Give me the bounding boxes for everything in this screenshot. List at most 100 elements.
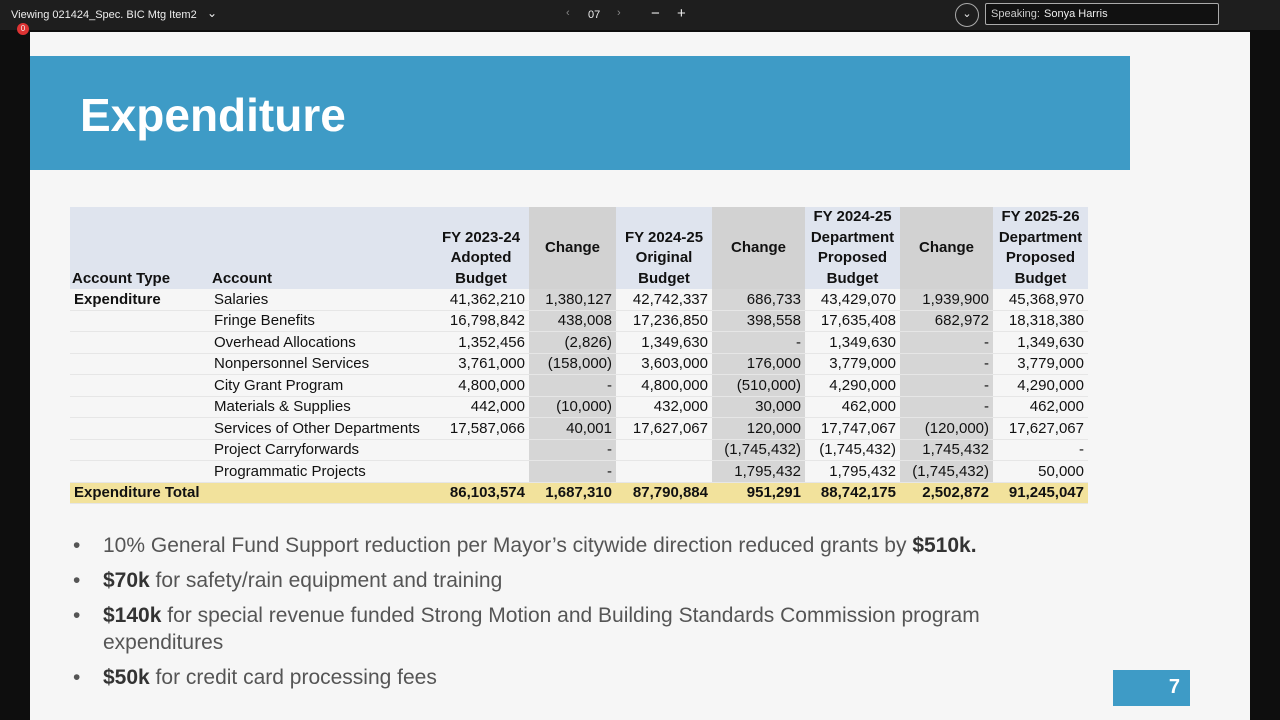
speaker-box: Speaking: Sonya Harris xyxy=(985,3,1219,25)
column-header: FY 2023-24 Adopted Budget xyxy=(433,207,529,289)
doc-title[interactable]: Viewing 021424_Spec. BIC Mtg Item2 xyxy=(11,9,197,21)
cell: - xyxy=(900,396,993,418)
cell: 4,800,000 xyxy=(433,374,529,397)
data-row: Expenditure Salaries 41,362,210 1,380,127 42… xyxy=(70,289,1088,311)
total-cell: 87,790,884 xyxy=(616,481,712,504)
header-line: Proposed xyxy=(1005,249,1076,266)
cell: 42,742,337 xyxy=(616,289,712,311)
header-line: Budget xyxy=(1014,269,1067,287)
header-line: FY 2025-26 xyxy=(1001,208,1080,225)
total-cell: 91,245,047 xyxy=(993,481,1088,504)
cell: 1,352,456 xyxy=(433,331,529,354)
cell: 3,603,000 xyxy=(616,353,712,375)
cell: 120,000 xyxy=(712,417,805,440)
bullet-text: $510k. xyxy=(912,534,977,557)
bullet-text: for safety/rain equipment and training xyxy=(149,569,503,592)
data-row: City Grant Program 4,800,000-4,800,000 (51… xyxy=(70,374,1088,397)
cell: 3,779,000 xyxy=(993,353,1088,375)
header-line: FY 2024-25 xyxy=(624,228,704,246)
budget-table: Account Type Account FY 2023-24 Adopted Budg… xyxy=(70,207,1088,504)
header-line: Account Type xyxy=(72,269,171,287)
cell: 17,635,408 xyxy=(805,310,900,332)
cell: (1,745,432) xyxy=(900,460,993,483)
prev[interactable]: ‹ xyxy=(566,7,570,19)
account-type xyxy=(70,460,210,483)
cell xyxy=(616,439,712,461)
cell: (510,000) xyxy=(712,374,805,397)
cell xyxy=(616,460,712,483)
bullets: 10% General Fund Support reduction per M… xyxy=(73,532,1073,699)
bullet: $140k for special revenue funded Strong … xyxy=(73,602,1073,656)
header-line: Original xyxy=(635,249,693,266)
account-type xyxy=(70,396,210,418)
cell: 41,362,210 xyxy=(433,289,529,311)
cell: - xyxy=(900,374,993,397)
bullet-text: $50k xyxy=(103,666,150,689)
account-type xyxy=(70,353,210,375)
account: Materials & Supplies xyxy=(210,396,433,418)
banner: Expenditure xyxy=(30,56,1130,170)
slide: Expenditure Account Type Account FY 2023-2… xyxy=(30,32,1250,720)
account-type xyxy=(70,331,210,354)
account-type xyxy=(70,374,210,397)
cell: 43,429,070 xyxy=(805,289,900,311)
data-row: Services of Other Departments 17,587,066 4… xyxy=(70,417,1088,440)
cell: 1,380,127 xyxy=(529,289,616,311)
page-field[interactable]: 07 xyxy=(588,9,601,21)
account: Overhead Allocations xyxy=(210,331,433,354)
cell: 4,290,000 xyxy=(993,374,1088,397)
cell: 462,000 xyxy=(993,396,1088,418)
account: Salaries xyxy=(210,289,433,311)
cell: (120,000) xyxy=(900,417,993,440)
account: Project Carryforwards xyxy=(210,439,433,461)
zoom-out[interactable]: − xyxy=(651,5,660,22)
header-line: Change xyxy=(918,238,974,256)
total-cell: 951,291 xyxy=(712,481,805,504)
zoom-in[interactable]: + xyxy=(677,5,686,22)
cell: 3,761,000 xyxy=(433,353,529,375)
header-line: FY 2024-25 xyxy=(813,208,892,225)
slide-title: Expenditure xyxy=(80,89,346,141)
cell: (2,826) xyxy=(529,331,616,354)
cell: 17,627,067 xyxy=(993,417,1088,440)
bullet-text: for credit card processing fees xyxy=(149,666,437,689)
next[interactable]: › xyxy=(617,7,621,19)
cell: 682,972 xyxy=(900,310,993,332)
cell: - xyxy=(529,460,616,483)
column-header: FY 2024-25 Department Proposed Budget xyxy=(805,207,900,289)
data-row: Fringe Benefits 16,798,842 438,008 17,236,8… xyxy=(70,310,1088,332)
badge: 0 xyxy=(17,23,29,35)
account-type xyxy=(70,310,210,332)
cell: 4,800,000 xyxy=(616,374,712,397)
bullet: $50k for credit card processing fees xyxy=(73,664,1073,691)
cell: 1,795,432 xyxy=(805,460,900,483)
column-header: FY 2025-26 Department Proposed Budget xyxy=(993,207,1088,289)
cell: (1,745,432) xyxy=(712,439,805,461)
cell: 18,318,380 xyxy=(993,310,1088,332)
cell: - xyxy=(993,439,1088,461)
cell: 40,001 xyxy=(529,417,616,440)
toolbar: Viewing 021424_Spec. BIC Mtg Item2 ⌄ 0 ‹… xyxy=(0,0,1280,35)
bullet-text: $140k xyxy=(103,604,162,627)
speaker-name: Sonya Harris xyxy=(1044,8,1108,20)
cell: 45,368,970 xyxy=(993,289,1088,311)
account: Fringe Benefits xyxy=(210,310,433,332)
dropdown[interactable]: ⌄ xyxy=(207,6,218,20)
cell: (158,000) xyxy=(529,353,616,375)
cell xyxy=(433,460,529,483)
speaking-label: Speaking: xyxy=(991,8,1040,20)
account-type xyxy=(70,439,210,461)
data-row: Materials & Supplies 442,000 (10,000) 432,0… xyxy=(70,396,1088,418)
cell: 462,000 xyxy=(805,396,900,418)
cell: 30,000 xyxy=(712,396,805,418)
column-header: Change xyxy=(529,207,616,289)
cell: 1,795,432 xyxy=(712,460,805,483)
cell: (10,000) xyxy=(529,396,616,418)
collapse[interactable]: ⌄ xyxy=(955,3,979,27)
cell: 432,000 xyxy=(616,396,712,418)
header-line: Department xyxy=(998,228,1083,246)
bullet-text: for special revenue funded Strong Motion… xyxy=(103,604,980,654)
column-header: Change xyxy=(900,207,993,289)
data-row: Programmatic Projects - 1,795,432 1,795,432… xyxy=(70,460,1088,483)
